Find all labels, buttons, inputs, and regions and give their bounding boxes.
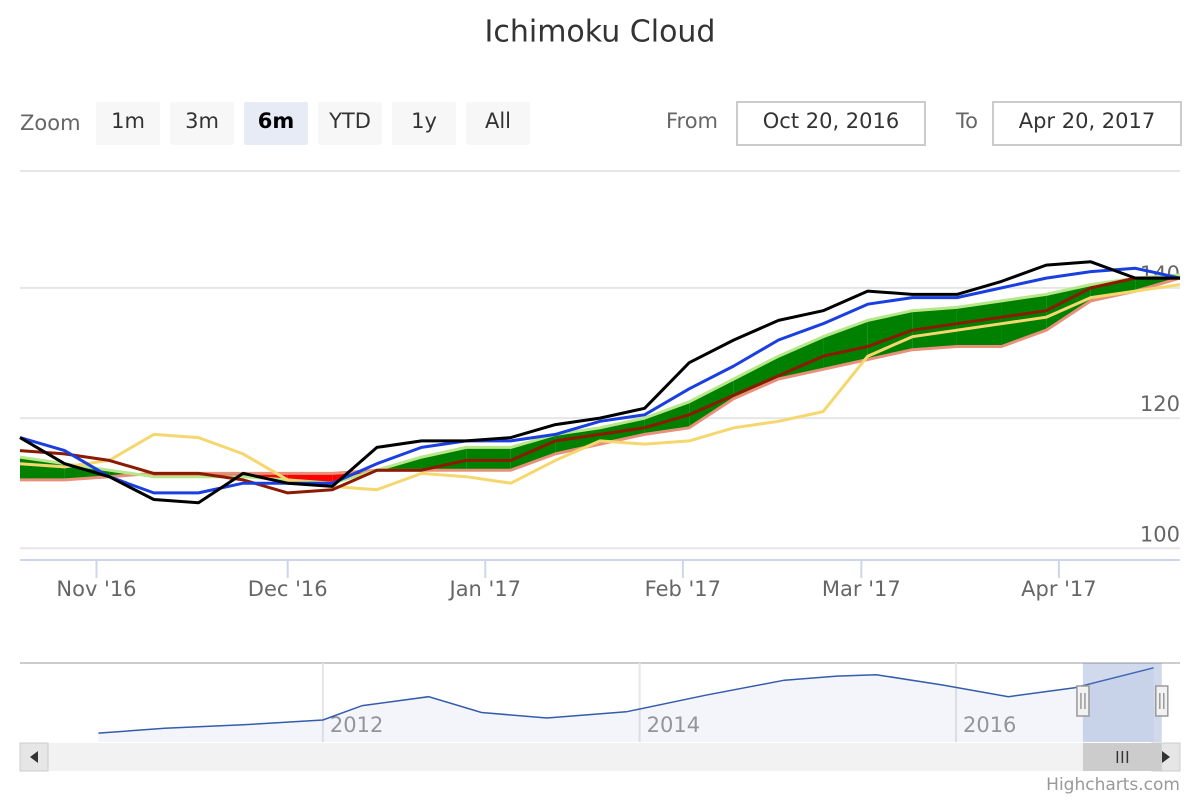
range-button-label[interactable]: 3m [185, 109, 219, 133]
from-label: From [666, 109, 718, 133]
from-input[interactable] [736, 101, 926, 146]
zoom-label: Zoom [20, 111, 81, 135]
from-value[interactable]: Oct 20, 2016 [763, 109, 900, 133]
range-button-label[interactable]: 6m [258, 109, 295, 133]
range-button-label[interactable]: 1m [111, 109, 145, 133]
x-tick-label: Nov '16 [56, 577, 136, 601]
range-button[interactable] [392, 102, 456, 145]
range-button[interactable] [244, 102, 308, 145]
series-line [19, 283, 1181, 492]
range-button[interactable] [466, 102, 530, 145]
cloud [956, 300, 1002, 347]
series-line [19, 260, 1180, 505]
x-tick-label: Dec '16 [248, 577, 328, 601]
x-tick-label: Apr '17 [1021, 577, 1097, 601]
cloud [733, 356, 779, 399]
cloud [912, 307, 957, 350]
to-label: To [955, 109, 978, 133]
y-tick-label: 120 [1140, 392, 1180, 416]
range-button[interactable] [318, 102, 382, 145]
series-line [19, 276, 1180, 495]
x-tick-label: Mar '17 [822, 577, 901, 601]
series-line [19, 266, 1181, 495]
series-line [20, 276, 1181, 482]
navigator-mask [1082, 663, 1162, 742]
cloud [644, 401, 690, 435]
cloud [466, 447, 511, 471]
navigator-tick-label: 2016 [963, 713, 1016, 737]
range-button-label[interactable]: YTD [328, 109, 371, 133]
arrow-right [1162, 751, 1170, 763]
range-button[interactable] [96, 102, 160, 145]
navigator-handle[interactable] [1155, 685, 1169, 717]
range-button-label[interactable]: 1y [411, 109, 437, 133]
x-tick-label: Feb '17 [645, 577, 721, 601]
to-input[interactable] [992, 101, 1182, 146]
range-button[interactable] [170, 102, 234, 145]
to-value[interactable]: Apr 20, 2017 [1019, 109, 1156, 133]
x-tick-label: Jan '17 [448, 577, 522, 601]
navigator-handle[interactable] [1076, 685, 1090, 717]
range-buttons: 1m 3m 6m YTD 1y All [96, 102, 530, 145]
navigator-area [98, 667, 1154, 742]
navigator-line [98, 667, 1154, 734]
scrollbar-track [20, 743, 1180, 771]
arrow-left [30, 751, 38, 763]
navigator-tick-label: 2014 [647, 713, 700, 737]
credits[interactable]: Highcharts.com [1046, 775, 1180, 795]
chart-title: Ichimoku Cloud [485, 15, 716, 50]
cloud [555, 427, 600, 454]
cloud [778, 336, 824, 380]
navigator-tick-label: 2012 [330, 713, 383, 737]
y-tick-label: 100 [1140, 522, 1180, 546]
cloud [421, 447, 467, 471]
cloud [867, 310, 913, 360]
range-button-label[interactable]: All [485, 109, 511, 133]
